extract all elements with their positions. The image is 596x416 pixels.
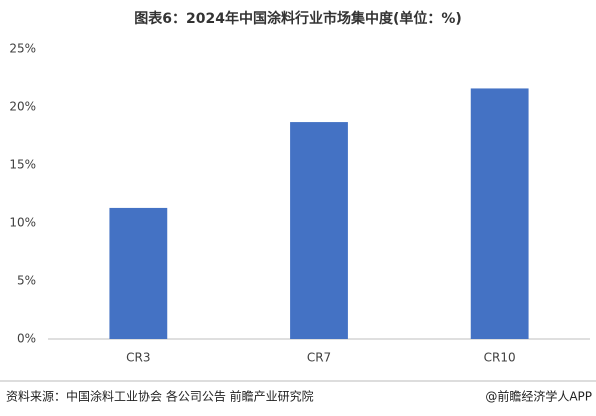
chart-title: 图表6：2024年中国涂料行业市场集中度(单位：%) (134, 10, 462, 27)
bar (470, 88, 529, 339)
y-tick-label: 15% (9, 158, 36, 172)
x-tick-label: CR3 (126, 351, 150, 365)
x-tick-label: CR7 (307, 351, 331, 365)
bar (290, 122, 348, 339)
y-tick-label: 5% (17, 274, 36, 288)
source-note: 资料来源：中国涂料工业协会 各公司公告 前瞻产业研究院 (6, 389, 314, 404)
y-tick-label: 10% (9, 216, 36, 230)
credit: @前瞻经济学人APP (485, 389, 592, 404)
y-tick-label: 20% (9, 100, 36, 114)
y-tick-label: 0% (17, 332, 36, 346)
y-tick-label: 25% (9, 42, 36, 56)
bar (109, 207, 168, 339)
x-tick-label: CR10 (484, 351, 516, 365)
